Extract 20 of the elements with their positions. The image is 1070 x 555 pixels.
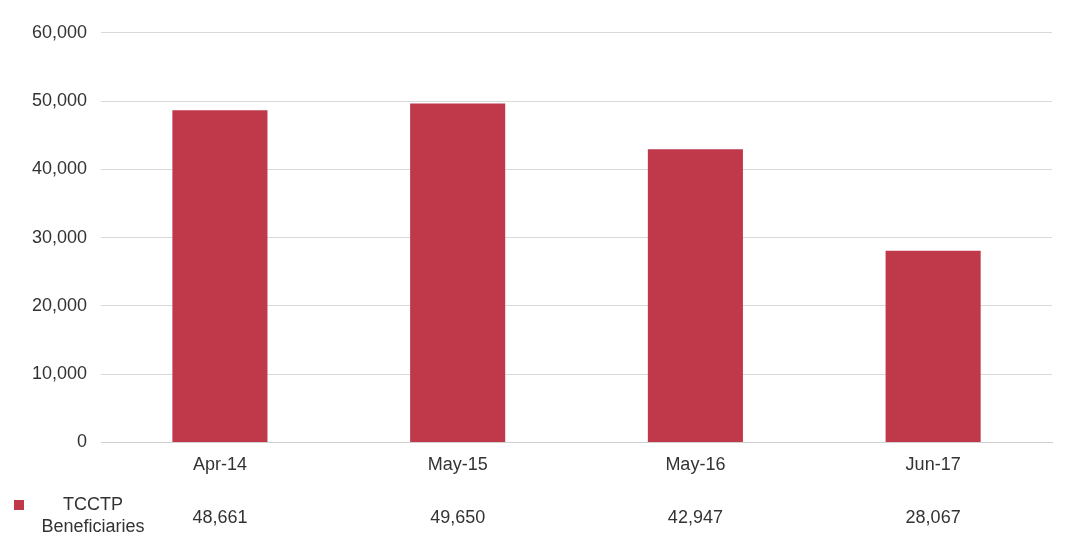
x-tick-label: May-15 — [427, 454, 488, 475]
y-tick-label: 50,000 — [31, 90, 88, 111]
legend-label: TCCTP Beneficiaries — [41, 493, 145, 536]
y-tick-label: 40,000 — [31, 158, 88, 179]
bar — [885, 250, 981, 442]
bar — [647, 149, 743, 442]
y-tick-label: 30,000 — [31, 226, 88, 247]
x-tick-label: Jun-17 — [905, 454, 961, 475]
y-tick-label: 20,000 — [31, 294, 88, 315]
x-tick-label: Apr-14 — [192, 454, 247, 475]
x-tick-label: May-16 — [665, 454, 726, 475]
bar — [172, 110, 268, 442]
y-tick-label: 0 — [77, 431, 88, 452]
data-label: 42,947 — [667, 506, 723, 527]
y-tick-label: 60,000 — [31, 21, 88, 42]
data-label: 49,650 — [430, 506, 486, 527]
y-tick-label: 10,000 — [31, 363, 88, 384]
bar — [410, 103, 506, 442]
data-label: 28,067 — [905, 506, 961, 527]
data-label: 48,661 — [192, 506, 248, 527]
